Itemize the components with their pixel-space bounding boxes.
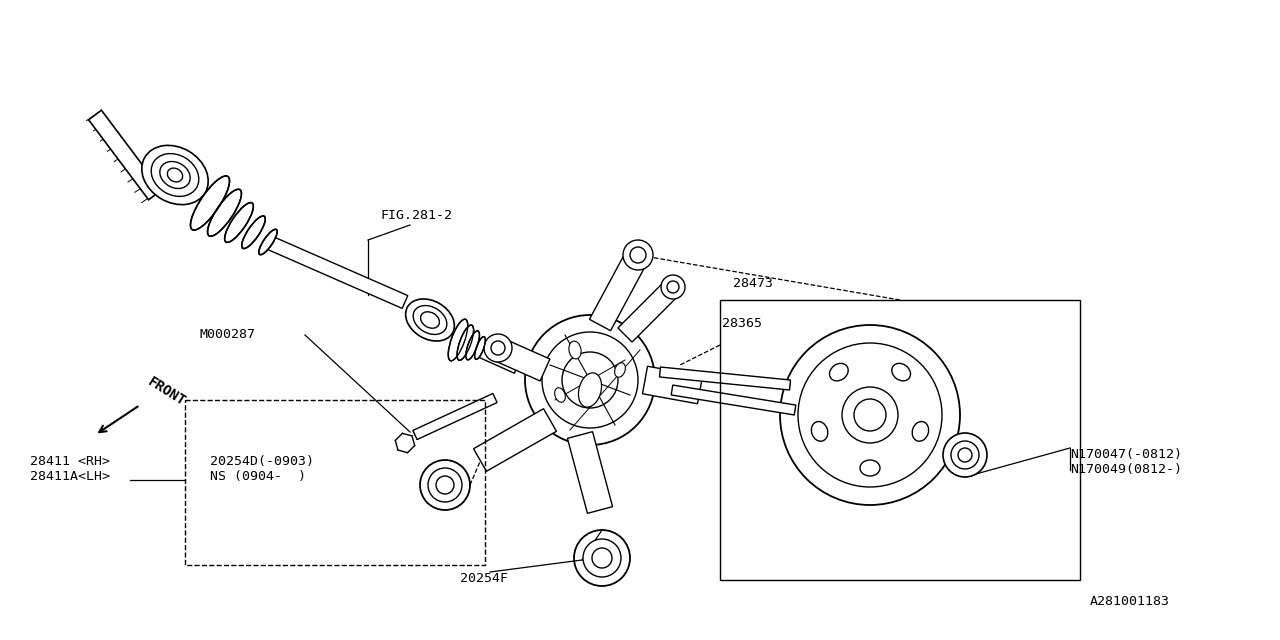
Text: 28411 <RH>
28411A<LH>: 28411 <RH> 28411A<LH> [29,455,110,483]
Circle shape [805,365,905,465]
Polygon shape [265,236,408,308]
Ellipse shape [448,319,467,361]
Polygon shape [88,110,161,200]
Circle shape [660,275,685,299]
Polygon shape [659,367,791,390]
Ellipse shape [207,189,242,236]
Circle shape [623,240,653,270]
Ellipse shape [475,337,485,359]
Polygon shape [618,283,677,342]
Polygon shape [495,339,550,381]
Ellipse shape [614,363,626,377]
Circle shape [943,433,987,477]
Bar [719,300,1080,580]
Ellipse shape [554,388,566,403]
Circle shape [492,341,506,355]
Circle shape [667,281,678,293]
Circle shape [797,343,942,487]
Circle shape [562,352,618,408]
Circle shape [573,530,630,586]
Ellipse shape [413,305,447,335]
Polygon shape [643,366,703,404]
Ellipse shape [892,364,910,381]
Ellipse shape [812,422,828,441]
Circle shape [780,325,960,505]
Bar [186,400,485,565]
Ellipse shape [142,145,209,205]
Ellipse shape [829,364,849,381]
Ellipse shape [568,341,581,359]
Polygon shape [474,409,557,471]
Ellipse shape [225,203,253,243]
Polygon shape [671,385,796,415]
Circle shape [428,468,462,502]
Text: 28473: 28473 [733,277,773,290]
Polygon shape [567,431,613,513]
Ellipse shape [168,168,183,182]
Circle shape [436,476,454,494]
Polygon shape [413,394,497,440]
Circle shape [484,334,512,362]
Circle shape [842,387,899,443]
Ellipse shape [160,161,191,189]
Circle shape [630,247,646,263]
Text: N170047(-0812)
N170049(0812-): N170047(-0812) N170049(0812-) [1070,448,1181,476]
Ellipse shape [466,331,480,360]
Ellipse shape [151,154,198,196]
Polygon shape [476,340,522,373]
Ellipse shape [406,299,454,341]
Ellipse shape [579,373,602,407]
Text: 28365: 28365 [722,317,762,330]
Ellipse shape [421,312,439,328]
Text: 20254F: 20254F [460,572,508,585]
Ellipse shape [242,216,265,248]
Text: FIG.281-2: FIG.281-2 [380,209,452,222]
Text: FRONT: FRONT [145,375,188,409]
Circle shape [525,315,655,445]
Circle shape [591,548,612,568]
Circle shape [951,441,979,469]
Ellipse shape [259,229,278,255]
Ellipse shape [191,176,229,230]
Circle shape [420,460,470,510]
Circle shape [957,448,972,462]
Ellipse shape [457,325,474,360]
Polygon shape [589,254,645,331]
Circle shape [854,399,886,431]
Text: 20254D(-0903)
NS (0904-  ): 20254D(-0903) NS (0904- ) [210,455,314,483]
Circle shape [582,539,621,577]
Ellipse shape [860,460,881,476]
Ellipse shape [913,422,928,441]
Text: A281001183: A281001183 [1091,595,1170,608]
Text: M000287: M000287 [200,328,256,342]
Circle shape [541,332,637,428]
